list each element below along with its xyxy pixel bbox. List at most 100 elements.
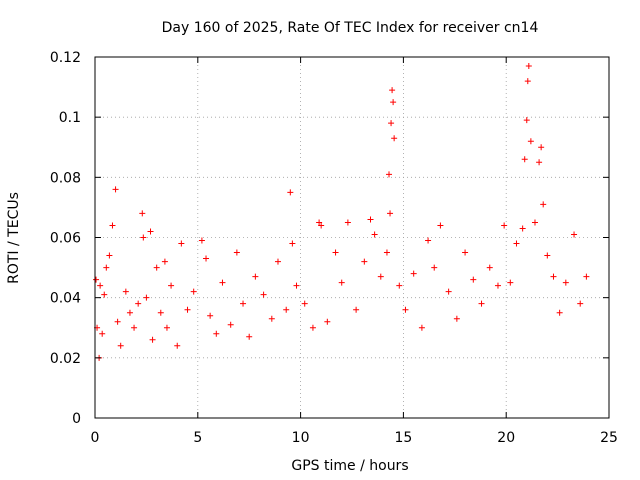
data-point: [425, 237, 432, 244]
data-point: [550, 273, 557, 280]
y-tick-label: 0.06: [50, 231, 81, 247]
data-point: [562, 279, 569, 286]
data-point: [367, 216, 374, 223]
data-point: [140, 234, 147, 241]
data-point: [507, 279, 514, 286]
data-point: [538, 144, 545, 151]
y-axis-label: ROTI / TECUs: [6, 192, 22, 284]
data-point: [540, 201, 547, 208]
data-point: [287, 189, 294, 196]
data-point: [309, 324, 316, 331]
data-point: [525, 63, 532, 70]
data-point: [437, 222, 444, 229]
data-point: [233, 249, 240, 256]
data-point: [386, 171, 393, 178]
data-point: [494, 282, 501, 289]
data-point: [527, 138, 534, 145]
y-tick-label: 0: [72, 411, 81, 427]
data-point: [203, 255, 210, 262]
data-point: [387, 210, 394, 217]
data-point: [174, 342, 181, 349]
data-point: [316, 219, 323, 226]
data-point: [383, 249, 390, 256]
y-tick-label: 0.1: [59, 110, 81, 126]
x-axis-label: GPS time / hours: [291, 458, 408, 474]
data-point: [391, 135, 398, 142]
data-point: [260, 291, 267, 298]
data-point: [418, 324, 425, 331]
data-point: [389, 87, 396, 94]
data-point: [486, 264, 493, 271]
data-point: [470, 276, 477, 283]
data-point: [103, 264, 110, 271]
data-point: [184, 306, 191, 313]
data-point: [246, 333, 253, 340]
data-point: [207, 312, 214, 319]
data-point: [112, 186, 119, 193]
data-point: [388, 120, 395, 127]
data-point: [283, 306, 290, 313]
data-point: [213, 330, 220, 337]
data-point: [324, 318, 331, 325]
data-point: [153, 264, 160, 271]
data-point: [139, 210, 146, 217]
data-point: [544, 252, 551, 259]
data-point: [402, 306, 409, 313]
data-point: [410, 270, 417, 277]
data-point: [161, 258, 168, 265]
data-point: [101, 291, 108, 298]
data-point: [143, 294, 150, 301]
data-point: [396, 282, 403, 289]
x-tick-label: 15: [394, 430, 412, 446]
data-point: [524, 78, 531, 85]
data-point: [240, 300, 247, 307]
data-point: [293, 282, 300, 289]
data-point: [122, 288, 129, 295]
data-point: [361, 258, 368, 265]
data-point: [147, 228, 154, 235]
data-point: [583, 273, 590, 280]
data-point: [571, 231, 578, 238]
axis-ticks: [94, 56, 610, 419]
y-tick-label: 0.04: [50, 291, 81, 307]
data-point: [523, 117, 530, 124]
data-point: [131, 324, 138, 331]
x-tick-label: 20: [497, 430, 515, 446]
data-point: [109, 222, 116, 229]
data-point: [289, 240, 296, 247]
data-point: [318, 222, 325, 229]
data-point: [478, 300, 485, 307]
data-point: [114, 318, 121, 325]
data-point: [556, 309, 563, 316]
data-point: [301, 300, 308, 307]
data-point: [501, 222, 508, 229]
x-tick-label: 10: [292, 430, 310, 446]
data-point: [274, 258, 281, 265]
data-point: [531, 219, 538, 226]
data-point: [513, 240, 520, 247]
data-point: [117, 342, 124, 349]
data-point: [157, 309, 164, 316]
data-point: [163, 324, 170, 331]
data-point: [431, 264, 438, 271]
y-tick-label: 0.12: [50, 50, 81, 66]
data-point: [252, 273, 259, 280]
data-point: [99, 330, 106, 337]
data-point: [577, 300, 584, 307]
data-point: [190, 288, 197, 295]
data-point: [453, 315, 460, 322]
data-point: [371, 231, 378, 238]
x-tick-label: 0: [91, 430, 100, 446]
data-point: [344, 219, 351, 226]
data-point: [332, 249, 339, 256]
data-point: [106, 252, 113, 259]
data-point: [338, 279, 345, 286]
data-point: [227, 321, 234, 328]
data-points: [93, 63, 590, 361]
x-tick-label: 5: [193, 430, 202, 446]
data-point: [521, 156, 528, 163]
data-point: [462, 249, 469, 256]
x-tick-label: 25: [600, 430, 618, 446]
data-point: [377, 273, 384, 280]
